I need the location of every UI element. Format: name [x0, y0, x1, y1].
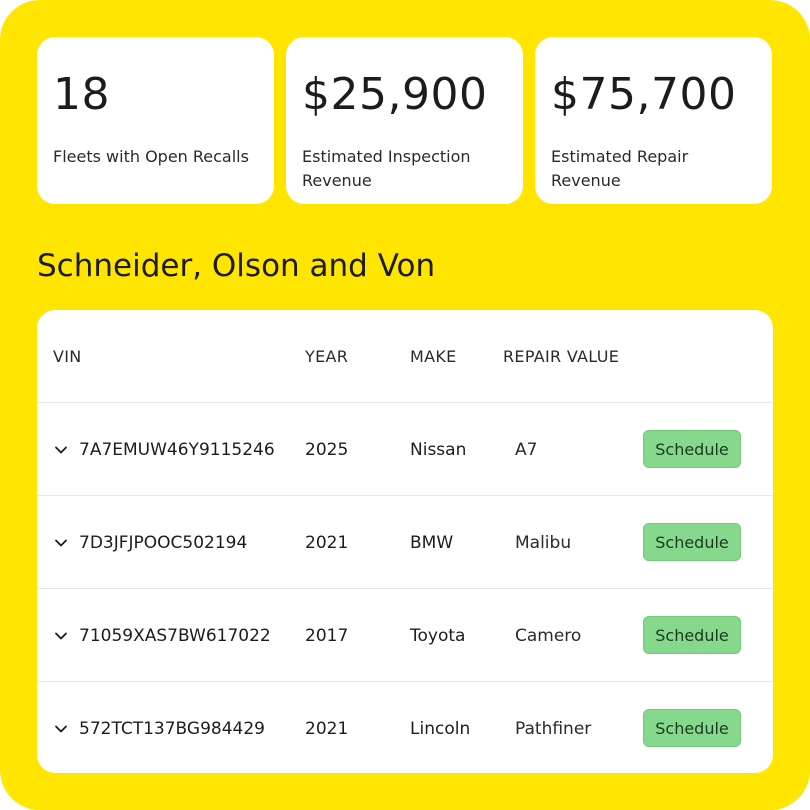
table-row: 7D3JFJPOOC502194 2021 BMW Malibu Schedul… [37, 496, 773, 589]
vin-value: 7D3JFJPOOC502194 [79, 532, 248, 553]
table-row: 71059XAS7BW617022 2017 Toyota Camero Sch… [37, 589, 773, 682]
year-cell: 2021 [305, 532, 349, 553]
make-cell: Lincoln [410, 718, 471, 739]
vin-cell: 71059XAS7BW617022 [53, 589, 271, 682]
schedule-button[interactable]: Schedule [643, 430, 741, 468]
repair-value-cell: Camero [515, 625, 582, 646]
make-cell: BMW [410, 532, 454, 553]
repair-value-cell: A7 [515, 439, 538, 460]
table-row: 7A7EMUW46Y9115246 2025 Nissan A7 Schedul… [37, 403, 773, 496]
vehicle-table: VIN YEAR MAKE REPAIR VALUE 7A7EMUW46Y911… [37, 310, 773, 773]
schedule-button[interactable]: Schedule [643, 616, 741, 654]
stat-card-inspection-revenue: $25,900 Estimated Inspection Revenue [286, 37, 523, 204]
repair-value-cell: Malibu [515, 532, 572, 553]
vin-cell: 7A7EMUW46Y9115246 [53, 403, 275, 496]
vin-value: 572TCT137BG984429 [79, 718, 265, 739]
vin-cell: 572TCT137BG984429 [53, 682, 265, 773]
stat-card-repair-revenue: $75,700 Estimated Repair Revenue [535, 37, 772, 204]
year-cell: 2025 [305, 439, 349, 460]
year-cell: 2021 [305, 718, 349, 739]
chevron-down-icon[interactable] [53, 535, 69, 551]
year-cell: 2017 [305, 625, 349, 646]
stat-value: 18 [53, 69, 110, 120]
fleet-title: Schneider, Olson and Von [37, 248, 436, 284]
stat-value: $75,700 [551, 69, 737, 120]
repair-value-cell: Pathfiner [515, 718, 592, 739]
vin-cell: 7D3JFJPOOC502194 [53, 496, 247, 589]
chevron-down-icon[interactable] [53, 442, 69, 458]
header-year: YEAR [305, 347, 349, 366]
header-vin: VIN [53, 347, 82, 366]
table-row: 572TCT137BG984429 2021 Lincoln Pathfiner… [37, 682, 773, 773]
make-cell: Toyota [410, 625, 466, 646]
make-cell: Nissan [410, 439, 467, 460]
header-make: MAKE [410, 347, 457, 366]
schedule-button[interactable]: Schedule [643, 523, 741, 561]
stat-value: $25,900 [302, 69, 488, 120]
schedule-button[interactable]: Schedule [643, 709, 741, 747]
vin-value: 7A7EMUW46Y9115246 [79, 439, 275, 460]
stat-card-fleets: 18 Fleets with Open Recalls [37, 37, 274, 204]
header-repair-value: REPAIR VALUE [503, 347, 620, 366]
vin-value: 71059XAS7BW617022 [79, 625, 271, 646]
stat-label: Fleets with Open Recalls [53, 147, 249, 166]
stat-label: Estimated Inspection Revenue [302, 147, 471, 190]
chevron-down-icon[interactable] [53, 628, 69, 644]
chevron-down-icon[interactable] [53, 721, 69, 737]
table-header: VIN YEAR MAKE REPAIR VALUE [37, 310, 773, 403]
stat-label: Estimated Repair Revenue [551, 147, 689, 190]
